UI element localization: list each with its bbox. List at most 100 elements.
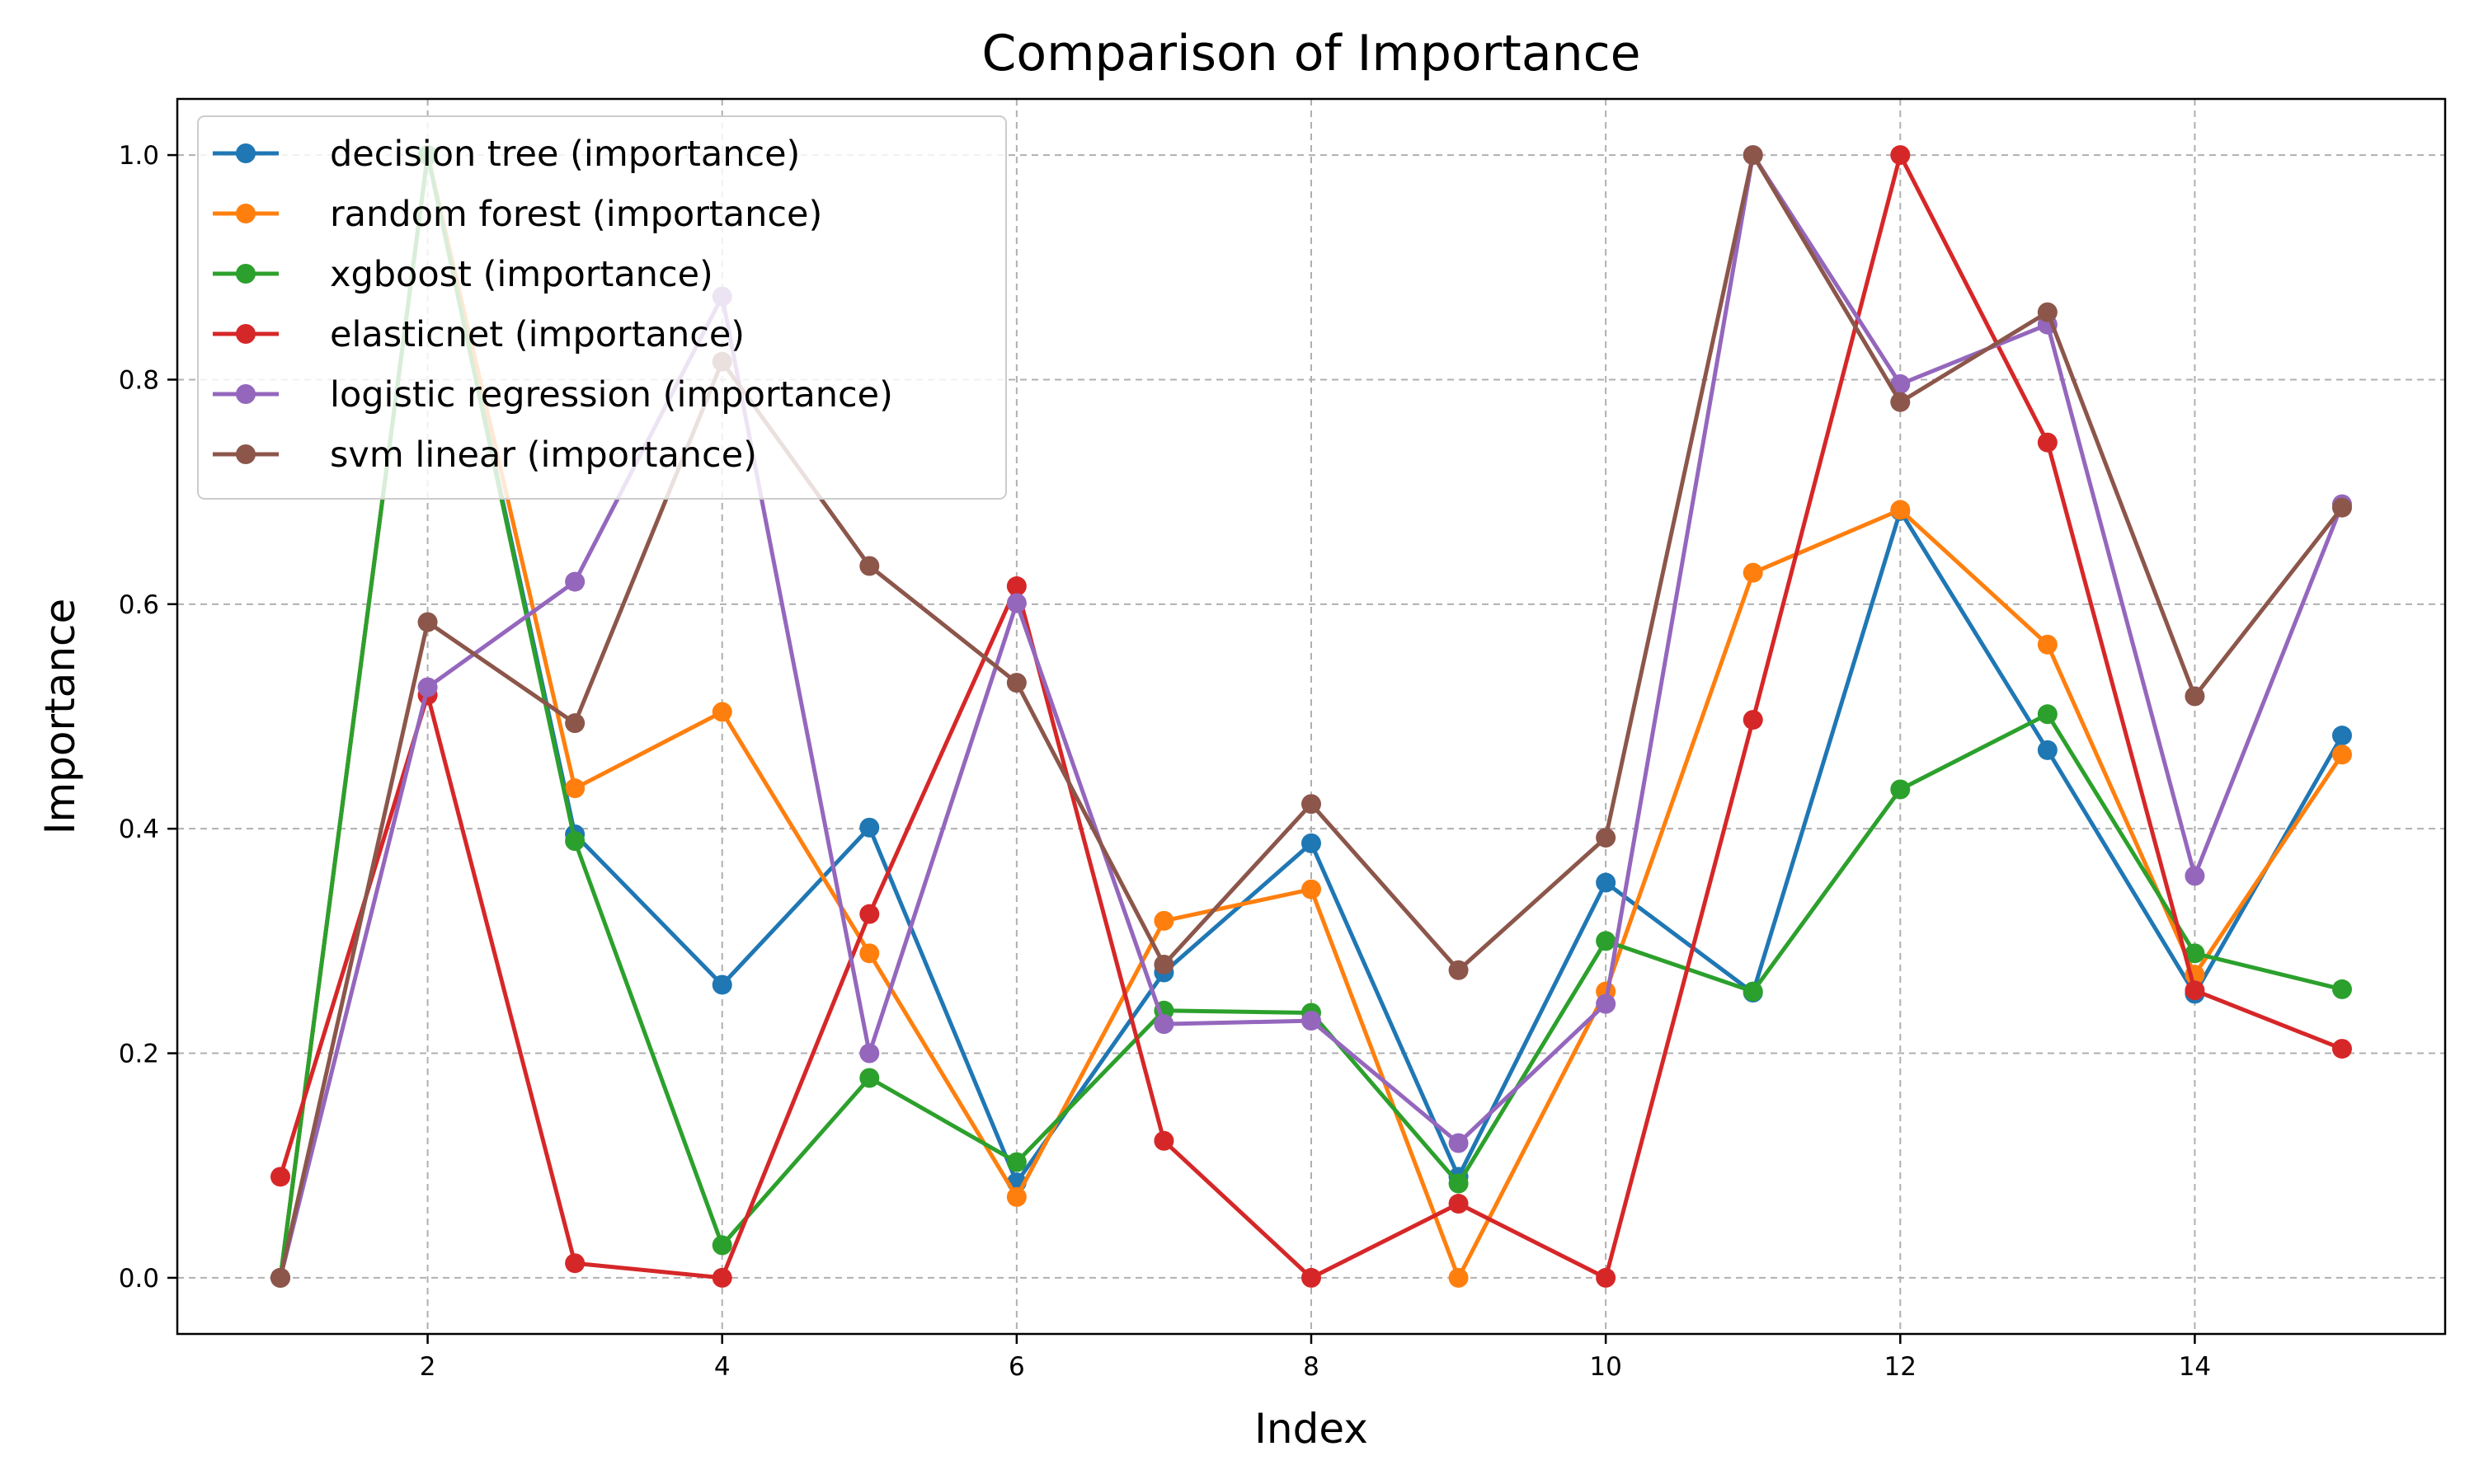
x-tick-label: 8 <box>1303 1352 1319 1382</box>
x-tick-label: 12 <box>1884 1352 1917 1382</box>
data-point <box>1154 954 1174 974</box>
data-point <box>1006 673 1027 693</box>
data-point <box>565 778 586 799</box>
y-tick-label: 0.8 <box>119 365 159 395</box>
data-point <box>1596 828 1616 848</box>
data-point <box>712 974 732 995</box>
legend-label: xgboost (importance) <box>330 254 713 295</box>
data-point <box>1890 145 1911 166</box>
data-point <box>2037 302 2058 322</box>
data-point <box>565 713 586 734</box>
data-point <box>270 1167 290 1187</box>
data-point <box>1596 872 1616 893</box>
legend-box <box>197 115 1007 500</box>
data-point <box>712 1235 732 1256</box>
data-point <box>270 1267 290 1288</box>
data-point <box>1448 1194 1469 1214</box>
data-point <box>1448 1173 1469 1194</box>
legend-swatch-marker <box>236 384 256 404</box>
y-tick-label: 0.6 <box>119 590 159 620</box>
legend-swatch-marker <box>236 264 256 284</box>
data-point <box>1596 993 1616 1014</box>
data-point <box>2037 432 2058 453</box>
data-point <box>2332 1039 2352 1059</box>
data-point <box>1006 1186 1027 1207</box>
x-tick-label: 4 <box>714 1352 731 1382</box>
data-point <box>859 943 880 964</box>
data-point <box>565 1253 586 1274</box>
data-point <box>2185 943 2205 964</box>
data-point <box>1301 833 1321 853</box>
data-point <box>1301 1011 1321 1031</box>
data-point <box>1006 576 1027 597</box>
data-point <box>2332 979 2352 999</box>
y-tick-label: 0.2 <box>119 1040 159 1069</box>
data-point <box>1890 500 1911 520</box>
y-tick-label: 0.0 <box>119 1264 159 1294</box>
data-point <box>1154 1130 1174 1151</box>
data-point <box>2037 634 2058 655</box>
data-point <box>859 556 880 576</box>
legend-swatch-marker <box>236 444 256 464</box>
data-point <box>2332 497 2352 518</box>
series-random-forest <box>270 145 2352 1288</box>
data-point <box>1743 562 1763 583</box>
data-point <box>859 817 880 838</box>
x-axis-label: Index <box>1254 1405 1368 1453</box>
y-tick-label: 0.4 <box>119 815 159 844</box>
data-point <box>1743 145 1763 166</box>
chart-title: Comparison of Importance <box>981 25 1640 82</box>
legend-item: logistic regression (importance) <box>213 374 893 416</box>
data-point <box>1154 910 1174 931</box>
legend-swatch-marker <box>236 324 256 344</box>
data-point <box>1448 1133 1469 1153</box>
data-point <box>2185 686 2205 707</box>
data-point <box>2332 744 2352 765</box>
legend-label: logistic regression (importance) <box>330 374 893 416</box>
x-tick-label: 6 <box>1009 1352 1025 1382</box>
x-axis-ticks: 2 4 6 8 10 12 14 <box>420 1334 2211 1382</box>
data-point <box>1301 879 1321 899</box>
data-point <box>417 612 438 632</box>
data-point <box>2037 740 2058 760</box>
legend: decision tree (importance) random forest … <box>197 115 1007 500</box>
data-point <box>1301 794 1321 815</box>
data-point <box>1154 1014 1174 1035</box>
data-point <box>859 1043 880 1064</box>
data-point <box>565 571 586 592</box>
legend-swatch-marker <box>236 204 256 223</box>
data-point <box>1743 710 1763 730</box>
data-point <box>2185 866 2205 886</box>
legend-swatch-marker <box>236 143 256 163</box>
data-point <box>859 1068 880 1088</box>
data-point <box>1301 1267 1321 1288</box>
data-point <box>1448 960 1469 980</box>
legend-item: random forest (importance) <box>213 194 822 235</box>
y-axis-ticks: 0.0 0.2 0.4 0.6 0.8 1.0 <box>119 141 177 1294</box>
legend-label: elasticnet (importance) <box>330 314 745 355</box>
data-point <box>1890 779 1911 800</box>
data-point <box>1448 1267 1469 1288</box>
legend-label: svm linear (importance) <box>330 434 757 476</box>
data-point <box>1596 1267 1616 1288</box>
x-tick-label: 10 <box>1589 1352 1621 1382</box>
data-point <box>1006 593 1027 613</box>
data-point <box>859 904 880 924</box>
data-point <box>1890 392 1911 412</box>
legend-item: decision tree (importance) <box>213 134 800 175</box>
data-point <box>417 677 438 697</box>
data-point <box>2332 726 2352 746</box>
data-point <box>1596 931 1616 951</box>
legend-item: elasticnet (importance) <box>213 314 745 355</box>
data-point <box>712 702 732 722</box>
x-tick-label: 14 <box>2179 1352 2211 1382</box>
legend-item: xgboost (importance) <box>213 254 713 295</box>
y-tick-label: 1.0 <box>119 141 159 171</box>
data-point <box>1890 373 1911 394</box>
data-point <box>2185 980 2205 1001</box>
data-point <box>2037 704 2058 725</box>
y-axis-label: Importance <box>36 599 84 835</box>
data-point <box>1006 1152 1027 1172</box>
x-tick-label: 2 <box>420 1352 436 1382</box>
